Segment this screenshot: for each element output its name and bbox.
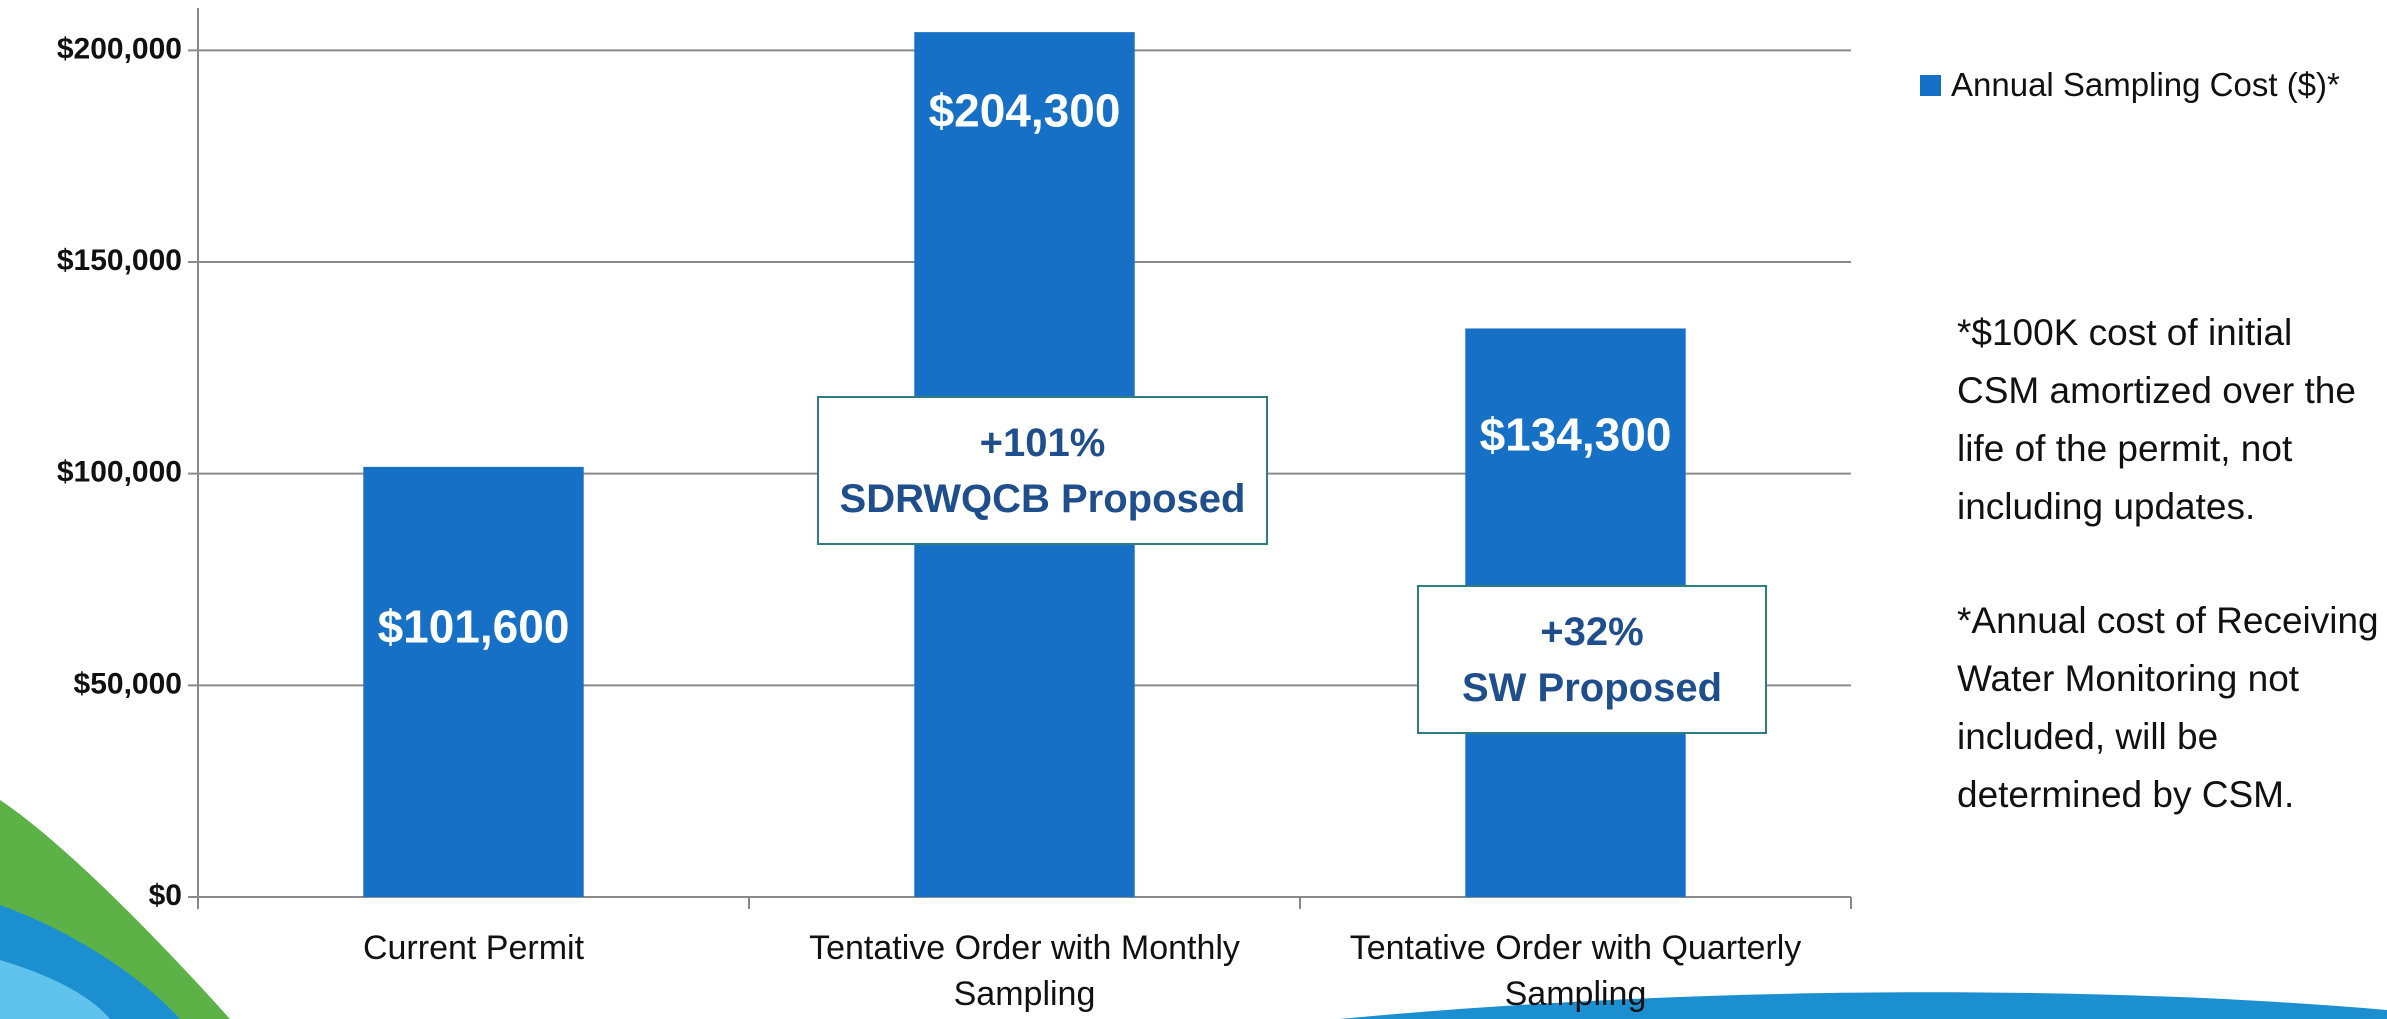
page: $0 $50,000 $100,000 $150,000 $200,000 $101,60… [0, 0, 2387, 1019]
y-tick-label: $50,000 [74, 667, 182, 700]
value-label: $134,300 [1480, 409, 1672, 461]
x-tick-label: Tentative Order with Quarterly Sampling [1315, 925, 1836, 1017]
value-label: $204,300 [929, 84, 1121, 136]
y-tick-label: $100,000 [57, 456, 182, 489]
legend-swatch [1920, 75, 1941, 96]
annotation-line: SDRWQCB Proposed [819, 471, 1266, 527]
annotation: +32%SW Proposed [1417, 585, 1767, 734]
legend: Annual Sampling Cost ($)* [1920, 66, 2340, 104]
annotation-line: +101% [819, 415, 1266, 471]
note: *Annual cost of Receiving Water Monitori… [1957, 592, 2382, 824]
bar [363, 467, 583, 897]
value-label: $101,600 [378, 600, 570, 652]
legend-label: Annual Sampling Cost ($)* [1951, 66, 2340, 104]
x-tick-label: Current Permit [213, 925, 734, 971]
x-tick-label: Tentative Order with Monthly Sampling [764, 925, 1285, 1017]
annotation-line: +32% [1419, 604, 1765, 660]
annotation-line: SW Proposed [1419, 660, 1765, 716]
note: *$100K cost of initial CSM amortized ove… [1957, 304, 2382, 536]
y-tick-label: $0 [149, 879, 182, 912]
y-tick-label: $150,000 [57, 244, 182, 277]
annotation: +101%SDRWQCB Proposed [817, 396, 1268, 545]
y-tick-label: $200,000 [57, 32, 182, 65]
